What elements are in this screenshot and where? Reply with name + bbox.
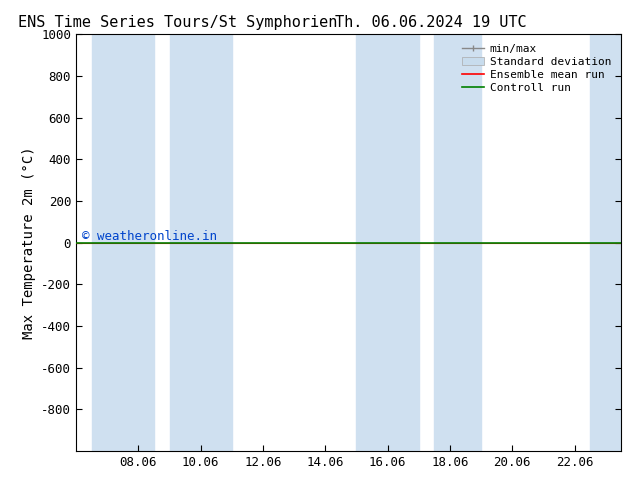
Bar [590,34,621,451]
Bar [434,34,481,451]
Text: © weatheronline.in: © weatheronline.in [82,230,217,244]
Y-axis label: Max Temperature 2m (°C): Max Temperature 2m (°C) [22,146,36,339]
Text: ENS Time Series Tours/St Symphorien: ENS Time Series Tours/St Symphorien [18,15,337,30]
Bar [169,34,232,451]
Bar [92,34,154,451]
Legend: min/max, Standard deviation, Ensemble mean run, Controll run: min/max, Standard deviation, Ensemble me… [458,40,616,97]
Bar [356,34,419,451]
Text: Th. 06.06.2024 19 UTC: Th. 06.06.2024 19 UTC [335,15,527,30]
